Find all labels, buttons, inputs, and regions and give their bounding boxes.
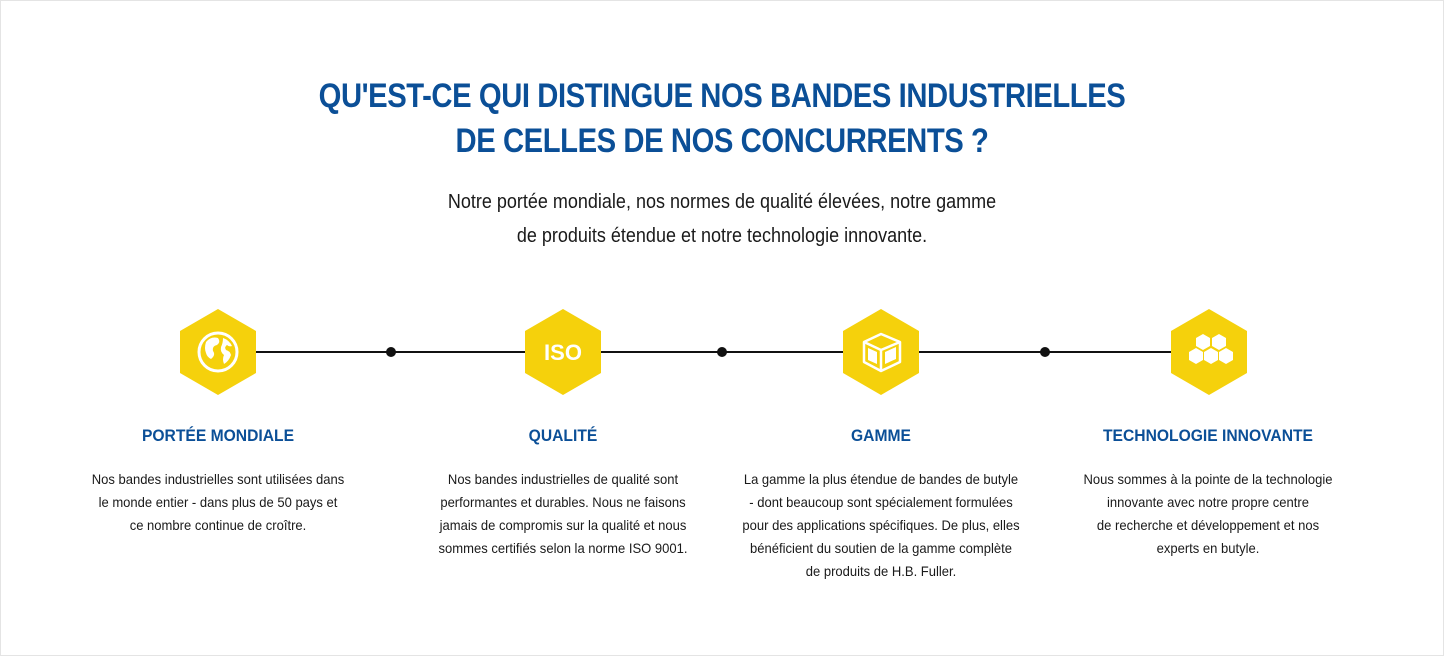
product-box-icon (843, 309, 919, 395)
iso-label: ISO (544, 340, 582, 365)
globe-hexagon (179, 308, 257, 396)
feature-text-range: La gamme la plus étendue de bandes de bu… (728, 468, 1035, 583)
feature-text-quality: Nos bandes industrielles de qualité sont… (410, 468, 717, 560)
timeline-dot (1040, 347, 1050, 357)
feature-title-quality: QUALITÉ (528, 426, 598, 445)
feature-line: pour des applications spécifiques. De pl… (742, 517, 1020, 533)
feature-line: - dont beaucoup sont spécialement formul… (749, 494, 1013, 510)
iso-icon: ISO (525, 309, 601, 395)
subtitle-line-2: de produits étendue et notre technologie… (516, 225, 928, 247)
honeycomb-icon (1171, 309, 1247, 395)
timeline-dot (386, 347, 396, 357)
feature-title-range: GAMME (851, 426, 911, 445)
feature-line: Nos bandes industrielles de qualité sont (447, 471, 679, 487)
iso-hexagon: ISO (524, 308, 602, 396)
page-title-line-2: DE CELLES DE NOS CONCURRENTS ? (455, 122, 989, 160)
feature-text-global-reach: Nos bandes industrielles sont utilisées … (65, 468, 372, 537)
page-title-line-1: QU'EST-CE QUI DISTINGUE NOS BANDES INDUS… (318, 77, 1126, 115)
feature-line: de recherche et développement et nos (1096, 517, 1320, 533)
honeycomb-hexagon (1170, 308, 1248, 396)
feature-line: La gamme la plus étendue de bandes de bu… (743, 471, 1019, 487)
feature-line: le monde entier - dans plus de 50 pays e… (98, 494, 338, 510)
product-hexagon (842, 308, 920, 396)
timeline-dot (717, 347, 727, 357)
feature-line: performantes et durables. Nous ne faison… (440, 494, 686, 510)
feature-line: Nous sommes à la pointe de la technologi… (1083, 471, 1333, 487)
feature-line: sommes certifiés selon la norme ISO 9001… (438, 540, 688, 556)
feature-line: ce nombre continue de croître. (129, 517, 307, 533)
feature-line: experts en butyle. (1156, 540, 1260, 556)
globe-icon (180, 309, 256, 395)
feature-line: Nos bandes industrielles sont utilisées … (91, 471, 345, 487)
feature-title-global-reach: PORTÉE MONDIALE (141, 426, 295, 445)
feature-line: innovante avec notre propre centre (1107, 494, 1309, 510)
feature-line: bénéficient du soutien de la gamme compl… (749, 540, 1012, 556)
feature-line: jamais de compromis sur la qualité et no… (439, 517, 687, 533)
subtitle-line-1: Notre portée mondiale, nos normes de qua… (447, 191, 997, 213)
feature-title-innovation: TECHNOLOGIE INNOVANTE (1103, 426, 1313, 445)
feature-line: de produits de H.B. Fuller. (805, 563, 957, 579)
feature-text-innovation: Nous sommes à la pointe de la technologi… (1055, 468, 1362, 560)
timeline-line (218, 351, 1208, 353)
